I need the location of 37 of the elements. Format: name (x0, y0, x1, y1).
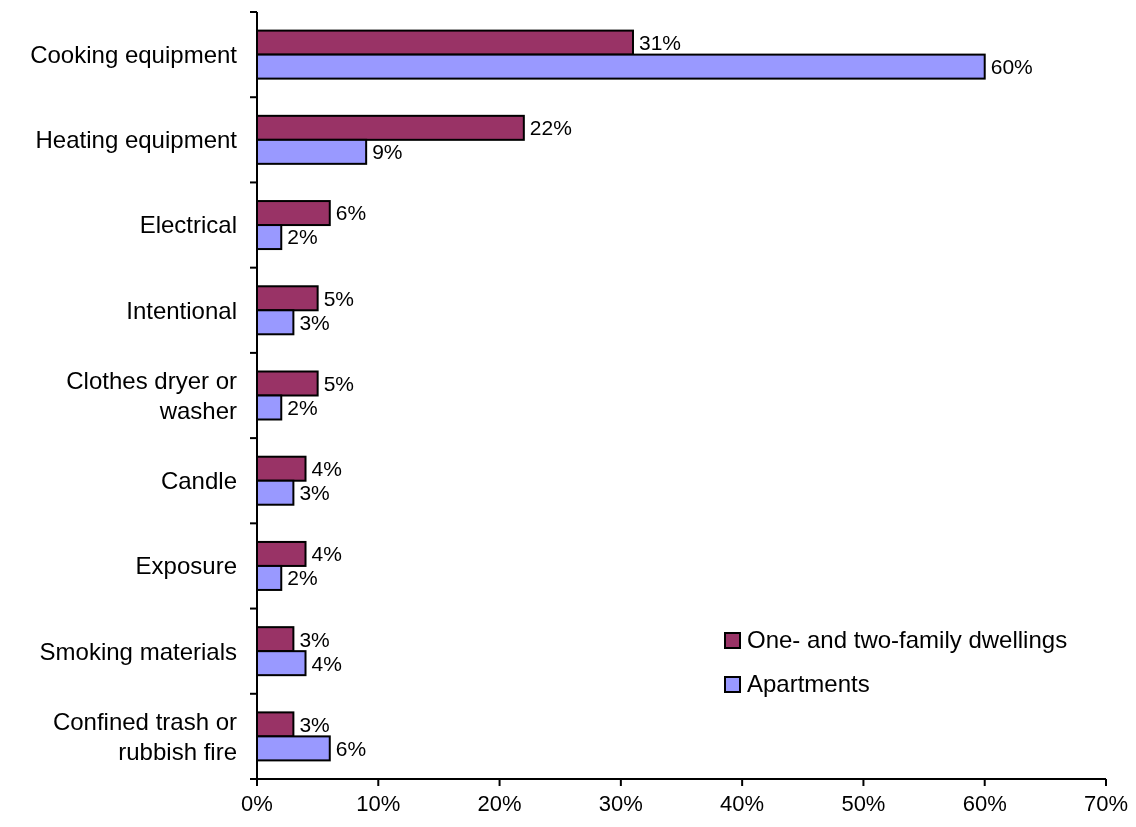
data-label: 60% (990, 54, 1033, 78)
x-tick-label: 60% (962, 791, 1007, 816)
data-label: 3% (299, 712, 330, 736)
data-label: 31% (638, 30, 682, 54)
data-label: 2% (287, 225, 318, 249)
y-tick-label: Confined trash or rubbish fire (52, 707, 237, 765)
x-tick-label: 70% (1083, 791, 1129, 816)
data-label: 6% (335, 736, 367, 760)
legend-label: Apartments (747, 670, 870, 698)
data-label: 3% (299, 481, 330, 505)
legend-label: One- and two-family dwellings (747, 626, 1068, 654)
data-label: 9% (372, 140, 403, 164)
x-tick-label: 10% (356, 791, 401, 816)
data-label: 22% (529, 116, 572, 140)
x-tick-label: 20% (477, 791, 522, 816)
y-tick-label: Smoking materials (39, 637, 237, 665)
y-tick-label: Exposure (135, 552, 237, 580)
x-tick-label: 40% (720, 791, 765, 816)
y-tick-label: Clothes dryer or washer (66, 366, 237, 424)
y-tick-label: Intentional (126, 296, 237, 324)
y-tick-label: Candle (160, 467, 237, 495)
data-label: 4% (311, 651, 342, 675)
data-label: 4% (311, 542, 342, 566)
data-label: 3% (299, 627, 330, 651)
x-tick-label: 0% (241, 791, 273, 816)
x-tick-label: 30% (598, 791, 643, 816)
data-label: 2% (287, 395, 318, 419)
data-label: 4% (311, 457, 342, 481)
y-tick-label: Electrical (139, 211, 237, 239)
data-label: 6% (335, 201, 367, 225)
data-label: 5% (323, 286, 354, 310)
y-tick-label: Heating equipment (35, 126, 238, 154)
x-tick-label: 50% (841, 791, 886, 816)
data-label: 5% (323, 371, 354, 395)
data-label: 2% (287, 566, 318, 590)
data-label: 3% (299, 310, 330, 334)
y-tick-label: Cooking equipment (30, 41, 238, 69)
